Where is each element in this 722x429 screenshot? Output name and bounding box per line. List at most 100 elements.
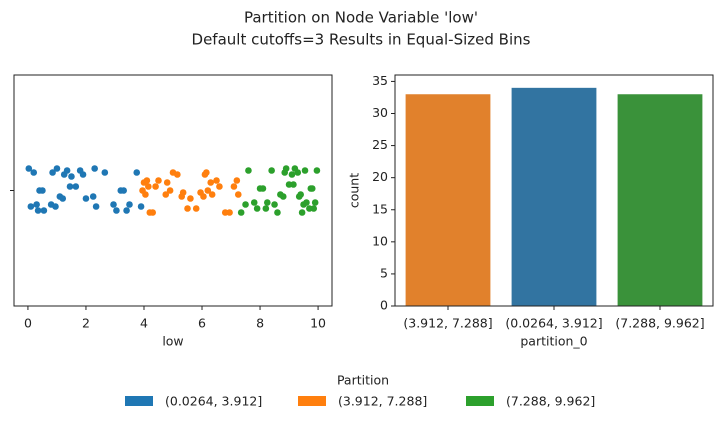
strip-point: [163, 179, 171, 186]
strip-point: [213, 177, 220, 184]
strip-point: [259, 185, 267, 192]
strip-point: [34, 207, 42, 214]
x-tick-label: (3.912, 7.288]: [403, 316, 492, 331]
strip-point: [279, 193, 287, 200]
strip-point: [233, 177, 241, 184]
y-tick-label: 10: [372, 233, 388, 248]
strip-point: [123, 207, 130, 214]
strip-point: [133, 169, 141, 176]
strip-point: [303, 199, 310, 206]
strip-point: [308, 185, 316, 192]
strip-point: [40, 207, 48, 214]
strip-point: [263, 199, 271, 206]
strip-point: [282, 165, 290, 172]
strip-point: [242, 201, 249, 208]
strip-point: [237, 209, 245, 216]
x-tick-label: 2: [82, 316, 90, 331]
strip-point: [313, 167, 321, 174]
x-tick-label: 10: [310, 316, 326, 331]
strip-point: [200, 193, 207, 200]
strip-point: [120, 187, 127, 194]
strip-point: [162, 191, 170, 198]
strip-point: [113, 207, 120, 214]
x-tick-label: 8: [256, 316, 264, 331]
strip-point: [288, 171, 296, 178]
strip-point: [30, 169, 38, 176]
strip-point: [310, 205, 318, 212]
strip-point: [101, 169, 109, 176]
strip-point: [49, 169, 56, 176]
y-tick-label: 5: [380, 265, 388, 280]
strip-point: [192, 205, 200, 212]
y-tick-label: 30: [372, 105, 388, 120]
strip-point: [294, 169, 302, 176]
strip-point: [59, 195, 67, 202]
legend-label: (7.288, 9.962]: [506, 394, 595, 409]
legend-title: Partition: [337, 373, 389, 388]
x-tick-label: 4: [140, 316, 148, 331]
strip-point: [92, 203, 100, 210]
strip-point: [142, 191, 149, 198]
strip-point: [137, 203, 145, 210]
strip-point: [226, 209, 233, 216]
legend-label: (3.912, 7.288]: [338, 394, 427, 409]
bar: [405, 94, 491, 306]
strip-point: [268, 167, 275, 174]
strip-point: [253, 205, 261, 212]
legend-swatch: [466, 396, 494, 406]
strip-point: [52, 203, 59, 210]
x-axis-label: partition_0: [520, 334, 587, 349]
strip-point: [66, 183, 74, 190]
x-tick-label: 6: [198, 316, 206, 331]
strip-point: [297, 191, 304, 198]
strip-point: [207, 179, 215, 186]
y-tick-label: 15: [372, 201, 388, 216]
strip-point: [145, 183, 152, 190]
y-tick-label: 25: [372, 137, 388, 152]
strip-point: [126, 201, 133, 208]
strip-point: [89, 193, 97, 200]
strip-point: [91, 165, 98, 172]
bar: [511, 87, 597, 306]
strip-point: [68, 173, 75, 180]
strip-point: [301, 167, 309, 174]
strip-point: [230, 183, 238, 190]
strip-point: [72, 183, 80, 190]
bar: [617, 94, 703, 306]
y-axis-label: count: [347, 173, 362, 208]
strip-point: [187, 195, 194, 202]
strip-point: [179, 189, 187, 196]
strip-point: [208, 191, 216, 198]
strip-point: [155, 177, 162, 184]
strip-point: [216, 183, 223, 190]
title-line: Partition on Node Variable 'low': [244, 9, 478, 27]
strip-point: [245, 167, 252, 174]
strip-point: [298, 209, 306, 216]
legend-label: (0.0264, 3.912]: [165, 394, 262, 409]
legend-swatch: [298, 396, 326, 406]
y-tick-label: 35: [372, 73, 388, 88]
x-tick-label: 0: [24, 316, 32, 331]
strip-point: [184, 205, 191, 212]
strip-point: [274, 209, 281, 216]
strip-point: [27, 203, 35, 210]
x-axis-label: low: [162, 334, 183, 349]
x-tick-label: (7.288, 9.962]: [615, 316, 704, 331]
strip-point: [143, 177, 151, 184]
strip-point: [311, 199, 319, 206]
strip-point: [53, 165, 61, 172]
strip-point: [234, 191, 242, 198]
strip-point: [203, 169, 210, 176]
strip-point: [33, 201, 40, 208]
strip-point: [63, 167, 71, 174]
strip-point: [25, 165, 33, 172]
strip-point: [174, 171, 181, 178]
strip-point: [79, 171, 87, 178]
strip-point: [82, 195, 90, 202]
strip-point: [262, 205, 270, 212]
strip-point: [290, 181, 297, 188]
strip-point: [152, 183, 159, 190]
y-tick-label: 20: [372, 169, 388, 184]
